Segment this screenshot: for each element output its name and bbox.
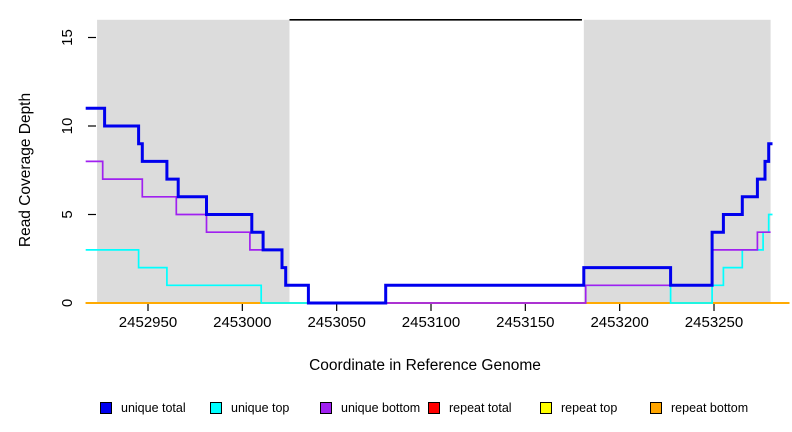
legend-swatch-unique-total bbox=[100, 401, 112, 414]
legend-item-unique-top: unique top bbox=[210, 400, 290, 415]
x-tick-label: 2453150 bbox=[496, 314, 554, 331]
y-tick-label: 5 bbox=[59, 210, 76, 218]
legend-item-repeat-total: repeat total bbox=[428, 400, 512, 415]
series-line-unique-top bbox=[85, 213, 773, 304]
x-tick-label: 2453200 bbox=[590, 314, 648, 331]
legend-label: unique top bbox=[231, 400, 290, 415]
x-tick-label: 2453000 bbox=[213, 314, 271, 331]
shaded-region bbox=[583, 19, 771, 304]
y-axis-title: Read Coverage Depth bbox=[17, 93, 34, 247]
series-lines bbox=[85, 106, 790, 305]
legend: unique total unique top unique bottom repea… bbox=[0, 0, 792, 415]
legend-label: unique total bbox=[121, 400, 186, 415]
legend-swatch-repeat-top bbox=[540, 401, 552, 414]
legend-swatch-unique-top bbox=[210, 401, 222, 414]
y-tick-label: 0 bbox=[59, 299, 76, 307]
legend-item-unique-total: unique total bbox=[100, 400, 186, 415]
x-axis-title: Coordinate in Reference Genome bbox=[309, 357, 541, 374]
legend-label: repeat bottom bbox=[671, 400, 749, 415]
x-tick-label: 2452950 bbox=[119, 314, 177, 331]
legend-label: repeat top bbox=[561, 400, 618, 415]
x-tick-label: 2453250 bbox=[685, 314, 743, 331]
shaded-regions bbox=[97, 18, 771, 304]
y-tick-label: 10 bbox=[59, 118, 76, 135]
x-tick-label: 2453050 bbox=[307, 314, 365, 331]
shaded-region bbox=[97, 19, 290, 304]
legend-swatch-unique-bottom bbox=[320, 401, 332, 414]
legend-swatch-repeat-bottom bbox=[650, 401, 662, 414]
y-tick-label: 15 bbox=[59, 29, 76, 46]
legend-item-repeat-bottom: repeat bottom bbox=[650, 400, 749, 415]
legend-label: repeat total bbox=[449, 400, 512, 415]
series-line-unique-total bbox=[85, 106, 773, 305]
x-tick-label: 2453100 bbox=[402, 314, 460, 331]
legend-item-unique-bottom: unique bottom bbox=[320, 400, 421, 415]
legend-item-repeat-top: repeat top bbox=[540, 400, 618, 415]
legend-swatch-repeat-total bbox=[428, 401, 440, 414]
legend-label: unique bottom bbox=[341, 400, 421, 415]
